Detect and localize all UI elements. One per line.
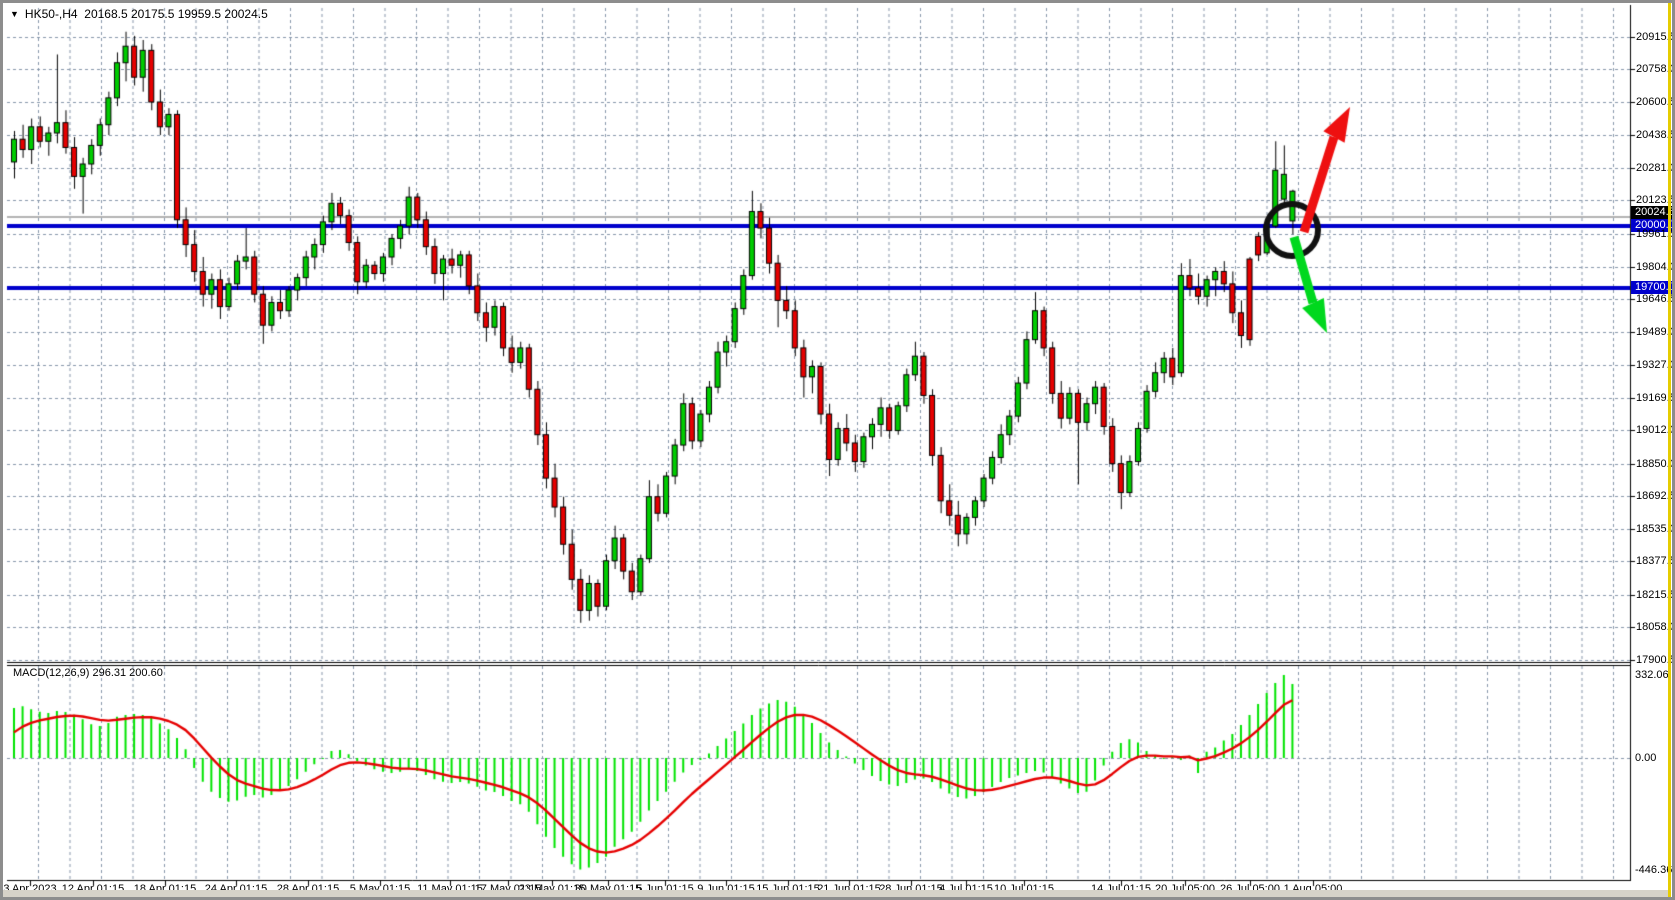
macd-indicator-label: MACD(12,26,9) 296.31 200.60 — [13, 667, 163, 679]
window-edge-highlight — [1668, 3, 1671, 897]
symbol-timeframe-label: HK50-,H4 — [24, 7, 78, 21]
window-bottom-strip — [3, 890, 1668, 897]
price-chart-canvas[interactable] — [3, 3, 1672, 897]
ohlc-values-label: 20168.5 20175.5 19959.5 20024.5 — [84, 7, 268, 21]
dropdown-triangle-icon[interactable]: ▼ — [10, 9, 19, 19]
chart-title: ▼ HK50-,H4 20168.5 20175.5 19959.5 20024.… — [10, 7, 268, 21]
